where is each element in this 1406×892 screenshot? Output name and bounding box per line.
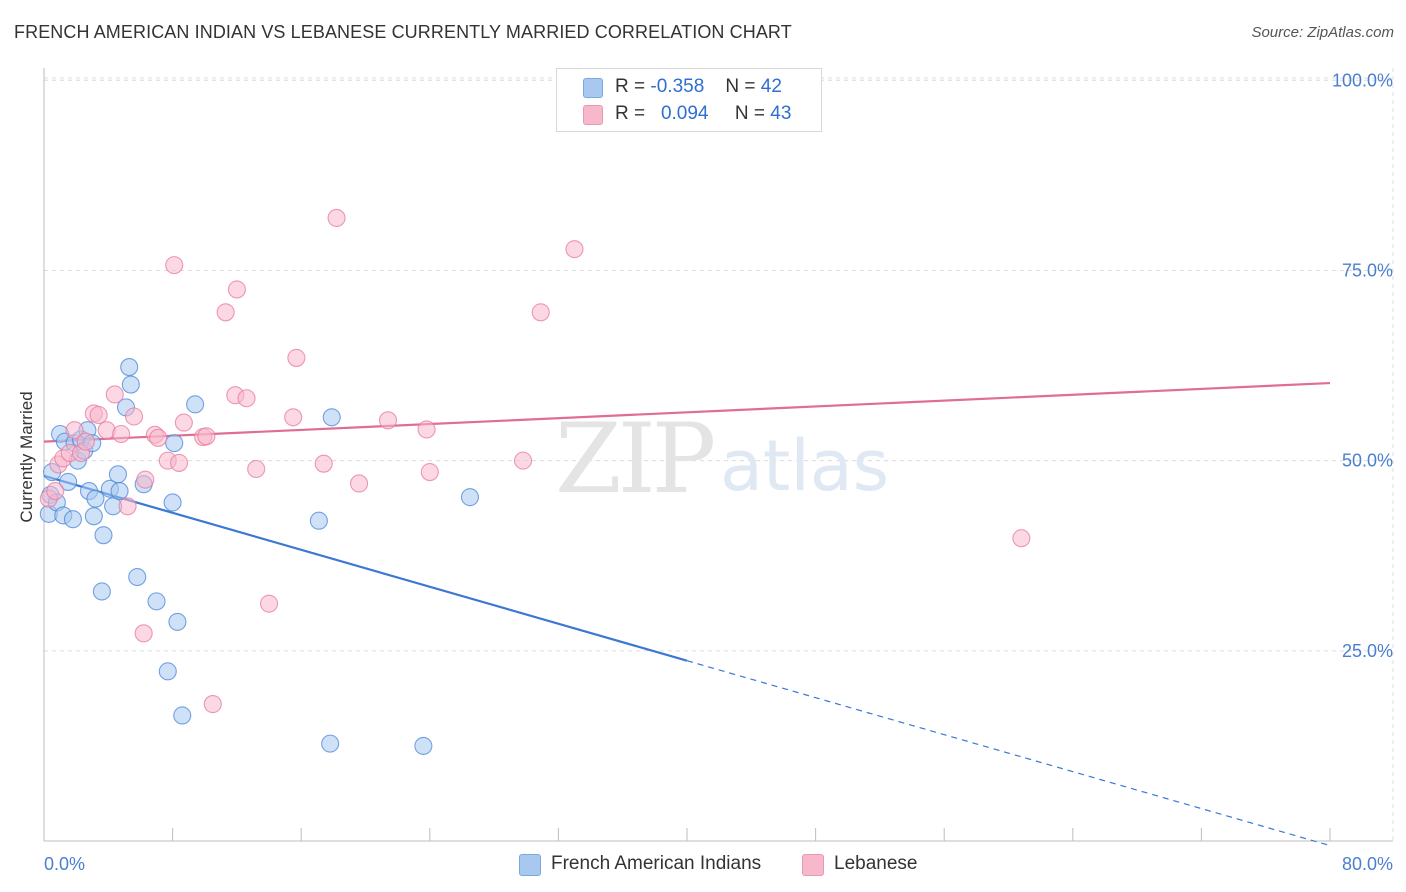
legend-swatch-blue	[583, 78, 603, 98]
point-lebanese	[216, 303, 235, 322]
data-points	[39, 208, 1031, 755]
point-lebanese	[105, 385, 124, 404]
legend-swatch-pink	[802, 854, 824, 876]
point-lebanese	[284, 408, 303, 427]
point-lebanese	[174, 413, 193, 432]
watermark-atlas: atlas	[720, 425, 889, 507]
point-lebanese	[112, 424, 131, 444]
trend-line-french-american-indians-extrapolated	[686, 660, 1331, 847]
point-lebanese	[169, 453, 189, 472]
trend-line-lebanese	[43, 381, 1331, 443]
source-label: Source: ZipAtlas.com	[1251, 24, 1394, 41]
n-label: N =	[734, 103, 766, 124]
n-value: 43	[770, 103, 792, 124]
point-lebanese	[350, 474, 369, 493]
point-lebanese	[203, 695, 222, 714]
point-lebanese	[124, 407, 144, 426]
legend-row-french-american-indians: R = -0.358 N = 42	[557, 74, 821, 100]
point-lebanese	[136, 470, 155, 489]
legend-stats: R = 0.094 N = 43	[615, 103, 791, 125]
legend-row-lebanese: R = 0.094 N = 43	[557, 101, 821, 127]
r-label: R =	[615, 76, 646, 97]
x-tick-label: 80.0%	[1342, 854, 1393, 874]
point-french-american-indians	[120, 358, 139, 377]
point-french-american-indians	[322, 408, 341, 427]
legend-stats: R = -0.358 N = 42	[615, 76, 782, 98]
point-lebanese	[287, 348, 306, 367]
point-lebanese	[227, 280, 246, 299]
trend-lines	[43, 381, 1331, 847]
n-label: N =	[725, 76, 756, 97]
grid-lines	[44, 68, 1394, 841]
n-value: 42	[760, 76, 782, 97]
r-value: -0.358	[650, 76, 705, 97]
y-tick-label: 100.0%	[1332, 70, 1393, 90]
point-lebanese	[420, 462, 439, 482]
point-lebanese	[165, 256, 184, 275]
point-lebanese	[378, 411, 398, 430]
point-french-american-indians	[84, 507, 103, 526]
point-lebanese	[149, 428, 168, 447]
point-lebanese	[513, 451, 533, 470]
watermark-zip: ZIP	[555, 403, 714, 515]
trend-line-french-american-indians	[43, 474, 688, 662]
point-french-american-indians	[186, 395, 205, 414]
point-lebanese	[65, 421, 84, 440]
point-french-american-indians	[158, 662, 177, 681]
point-french-american-indians	[168, 612, 187, 631]
axes	[43, 68, 1393, 842]
point-french-american-indians	[121, 375, 140, 394]
y-tick-label: 50.0%	[1342, 451, 1393, 471]
legend-label: French American Indians	[551, 853, 762, 874]
watermark: ZIP atlas	[555, 403, 889, 515]
point-lebanese	[565, 240, 584, 259]
point-french-american-indians	[59, 472, 78, 491]
point-lebanese	[89, 405, 108, 425]
point-french-american-indians	[163, 493, 182, 512]
point-french-american-indians	[63, 510, 82, 529]
y-tick-labels: 25.0% 50.0% 75.0% 100.0%	[1332, 70, 1393, 661]
point-french-american-indians	[110, 482, 129, 501]
legend-label: Lebanese	[834, 853, 918, 874]
point-french-american-indians	[414, 736, 433, 755]
point-french-american-indians	[94, 526, 113, 545]
point-lebanese	[1012, 529, 1031, 548]
point-french-american-indians	[173, 706, 192, 725]
y-tick-label: 75.0%	[1342, 260, 1393, 280]
point-french-american-indians	[92, 582, 111, 601]
point-lebanese	[118, 497, 137, 516]
r-label: R =	[615, 103, 646, 124]
point-lebanese	[134, 624, 153, 643]
point-lebanese	[76, 432, 95, 451]
x-tick-label: 0.0%	[44, 854, 85, 874]
point-lebanese	[417, 420, 436, 439]
point-french-american-indians	[86, 489, 105, 508]
point-french-american-indians	[460, 488, 480, 507]
point-lebanese	[314, 454, 333, 473]
point-lebanese	[531, 303, 550, 322]
legend-swatch-blue	[519, 854, 541, 876]
point-lebanese	[247, 459, 266, 479]
point-lebanese	[237, 389, 256, 408]
point-french-american-indians	[309, 511, 328, 530]
correlation-legend: R = -0.358 N = 42 R = 0.094 N = 43	[556, 68, 822, 132]
y-axis-title: Currently Married	[17, 391, 36, 522]
point-lebanese	[259, 594, 279, 613]
point-french-american-indians	[165, 434, 184, 453]
chart-title: FRENCH AMERICAN INDIAN VS LEBANESE CURRE…	[14, 22, 792, 42]
x-tick-labels: 0.0% 80.0%	[44, 854, 1393, 874]
point-french-american-indians	[147, 592, 166, 611]
point-french-american-indians	[108, 465, 127, 484]
r-value: 0.094	[660, 103, 709, 124]
point-french-american-indians	[128, 567, 147, 587]
legend-swatch-pink	[583, 105, 603, 125]
point-lebanese	[46, 482, 65, 501]
point-lebanese	[327, 208, 346, 228]
y-tick-label: 25.0%	[1342, 641, 1393, 661]
point-lebanese	[197, 427, 216, 446]
point-french-american-indians	[321, 734, 340, 753]
